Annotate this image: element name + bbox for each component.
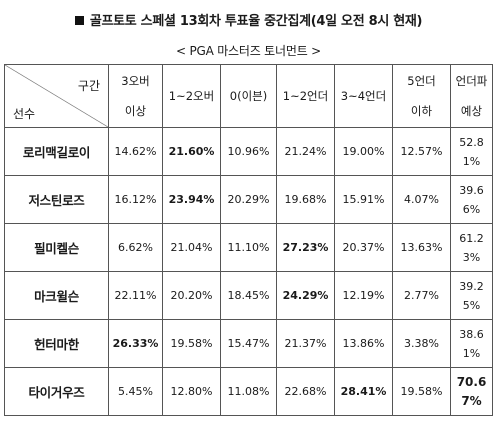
column-header-line1: 언더파: [455, 74, 488, 88]
player-name-cell: 마크윌슨: [4, 271, 109, 320]
vote-rate-cell: 23.94%: [162, 175, 221, 224]
corner-label-range: 구간: [77, 79, 100, 93]
vote-rate-cell: 14.62%: [108, 127, 163, 176]
vote-rate-cell: 19.68%: [276, 175, 335, 224]
column-header-line1: 0(이븐): [229, 89, 268, 103]
vote-rate-cell: 26.33%: [108, 319, 163, 368]
vote-rate-cell: 22.11%: [108, 271, 163, 320]
under-par-cell: 38.61%: [450, 319, 493, 368]
page-subtitle: < PGA 마스터즈 토너먼트 >: [175, 44, 322, 58]
player-name-cell: 타이거우즈: [4, 367, 109, 416]
vote-rate-cell: 20.37%: [334, 223, 393, 272]
vote-rate-cell: 19.00%: [334, 127, 393, 176]
player-name-cell: 로리맥길로이: [4, 127, 109, 176]
vote-rate-cell: 12.57%: [392, 127, 451, 176]
vote-rate-cell: 15.91%: [334, 175, 393, 224]
table-row: 로리맥길로이 14.62% 21.60% 10.96% 21.24% 19.00% 12.5…: [4, 127, 493, 176]
corner-label-player: 선수: [13, 107, 36, 121]
vote-rate-cell: 20.29%: [220, 175, 277, 224]
corner-header-cell: 구간 선수: [4, 64, 109, 128]
title-text: 골프토토 스페셜 13회차 투표율 중간집계(4일 오전 8시 현재): [89, 14, 423, 29]
square-bullet-icon: [74, 16, 84, 25]
player-name-cell: 헌터마한: [4, 319, 109, 368]
vote-rate-cell: 11.10%: [220, 223, 277, 272]
vote-rate-cell: 4.07%: [392, 175, 451, 224]
vote-rate-cell: 2.77%: [392, 271, 451, 320]
column-header-line1: 3오버: [121, 74, 150, 88]
vote-rate-cell: 5.45%: [108, 367, 163, 416]
vote-rate-cell: 19.58%: [392, 367, 451, 416]
vote-rate-cell: 21.04%: [162, 223, 221, 272]
player-name-cell: 저스틴로즈: [4, 175, 109, 224]
vote-rate-cell: 28.41%: [334, 367, 393, 416]
column-header-line2: 예상: [460, 104, 483, 118]
under-par-cell: 39.66%: [450, 175, 493, 224]
column-header: 3~4언더: [334, 64, 393, 128]
column-header-line2: 이상: [124, 104, 147, 118]
table-row: 헌터마한 26.33% 19.58% 15.47% 21.37% 13.86% 3.38% 3…: [4, 319, 493, 368]
vote-rate-cell: 21.37%: [276, 319, 335, 368]
vote-rate-cell: 21.24%: [276, 127, 335, 176]
vote-rate-cell: 15.47%: [220, 319, 277, 368]
table-row: 마크윌슨 22.11% 20.20% 18.45% 24.29% 12.19% 2.77% 3…: [4, 271, 493, 320]
vote-rate-cell: 18.45%: [220, 271, 277, 320]
page-title: 골프토토 스페셜 13회차 투표율 중간집계(4일 오전 8시 현재): [0, 10, 497, 29]
column-header-line1: 1~2언더: [282, 89, 329, 103]
column-header-line1: 3~4언더: [340, 89, 387, 103]
table-row: 필미켈슨 6.62% 21.04% 11.10% 27.23% 20.37% 13.63% 6…: [4, 223, 493, 272]
under-par-cell: 39.25%: [450, 271, 493, 320]
under-par-cell: 61.23%: [450, 223, 493, 272]
vote-rate-cell: 13.86%: [334, 319, 393, 368]
vote-rate-cell: 13.63%: [392, 223, 451, 272]
vote-rate-cell: 16.12%: [108, 175, 163, 224]
vote-rate-cell: 21.60%: [162, 127, 221, 176]
under-par-cell: 70.67%: [450, 367, 493, 416]
table-row: 저스틴로즈 16.12% 23.94% 20.29% 19.68% 15.91% 4.07%…: [4, 175, 493, 224]
vote-rate-cell: 12.80%: [162, 367, 221, 416]
column-header-line2: 이하: [410, 104, 433, 118]
table-row: 타이거우즈 5.45% 12.80% 11.08% 22.68% 28.41% 19.58%…: [4, 367, 493, 416]
column-header: 0(이븐): [220, 64, 277, 128]
under-par-cell: 52.81%: [450, 127, 493, 176]
vote-rate-cell: 22.68%: [276, 367, 335, 416]
vote-rate-cell: 24.29%: [276, 271, 335, 320]
column-header-line1: 1~2오버: [168, 89, 215, 103]
vote-rate-cell: 20.20%: [162, 271, 221, 320]
vote-rate-cell: 6.62%: [108, 223, 163, 272]
vote-rate-cell: 10.96%: [220, 127, 277, 176]
vote-rate-cell: 12.19%: [334, 271, 393, 320]
vote-rate-cell: 3.38%: [392, 319, 451, 368]
column-header: 1~2언더: [276, 64, 335, 128]
player-name-cell: 필미켈슨: [4, 223, 109, 272]
column-header-line1: 5언더: [407, 74, 436, 88]
vote-rate-cell: 19.58%: [162, 319, 221, 368]
table-body: 로리맥길로이 14.62% 21.60% 10.96% 21.24% 19.00% 12.5…: [4, 127, 493, 416]
vote-rate-cell: 27.23%: [276, 223, 335, 272]
vote-rate-cell: 11.08%: [220, 367, 277, 416]
column-header: 1~2오버: [162, 64, 221, 128]
